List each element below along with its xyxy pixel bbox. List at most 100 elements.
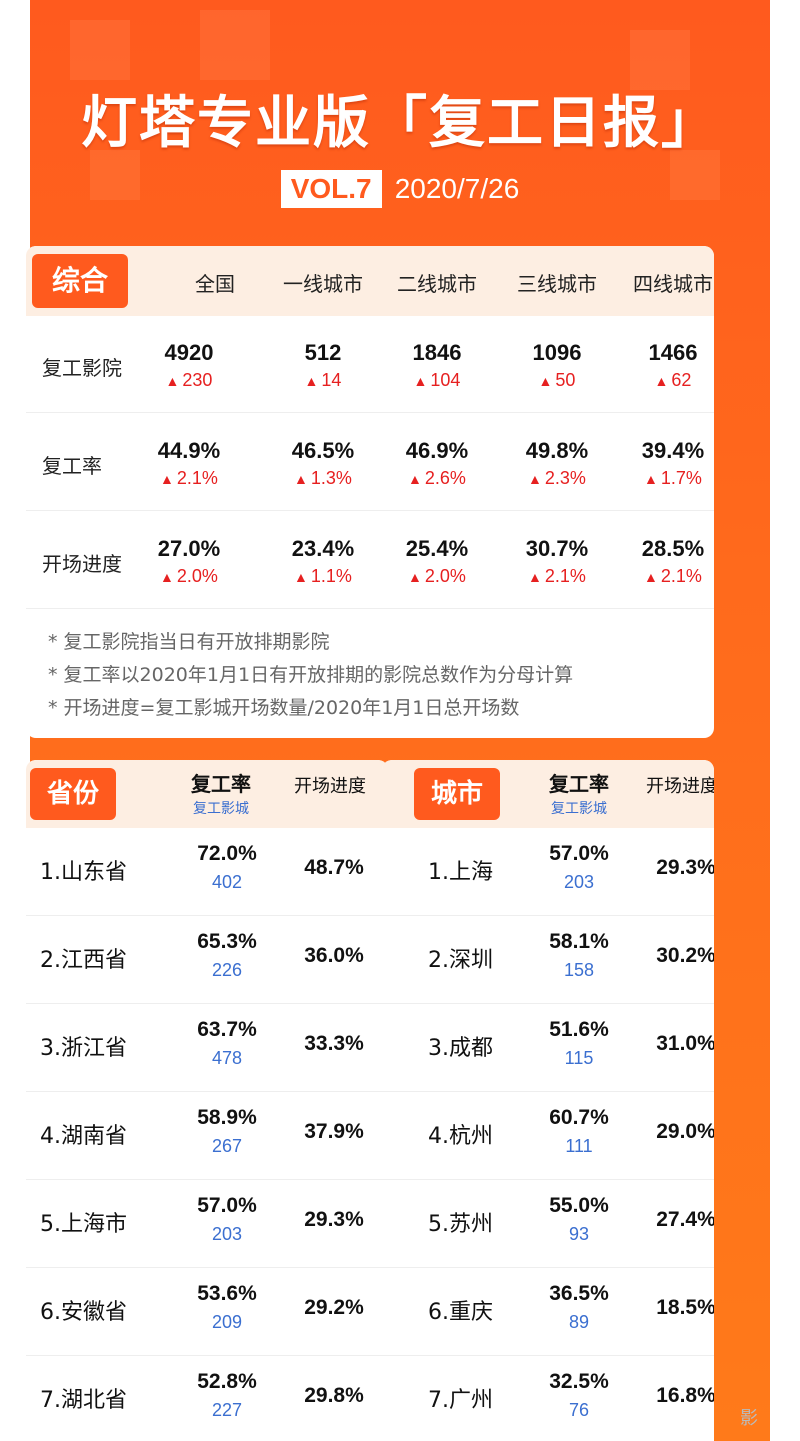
summary-cell: 1096 ▲ 50 — [502, 340, 612, 391]
up-arrow-icon: ▲ — [160, 471, 174, 487]
up-arrow-icon: ▲ — [413, 373, 428, 389]
rank-name: 2.深圳 — [428, 948, 493, 973]
table-row: 3.成都 51.6% 115 31.0% — [382, 1004, 714, 1092]
rank-rate: 63.7% — [197, 1018, 257, 1041]
rank-name: 5.苏州 — [428, 1212, 493, 1237]
rank-count: 209 — [211, 1312, 243, 1332]
rank-count: 203 — [211, 1224, 243, 1244]
table-row: 4.湖南省 58.9% 267 37.9% — [26, 1092, 388, 1180]
rank-rate: 57.0% — [549, 842, 609, 865]
rank-count: 158 — [563, 960, 595, 980]
decor-square — [630, 30, 690, 90]
rank-progress: 29.3% — [304, 1208, 364, 1231]
rate-head: 复工率 — [191, 772, 251, 796]
summary-cell: 1466 ▲ 62 — [618, 340, 714, 391]
rank-name: 6.安徽省 — [40, 1300, 127, 1325]
table-row: 7.湖北省 52.8% 227 29.8% — [26, 1356, 388, 1441]
summary-cell: 27.0% ▲ 2.0% — [134, 536, 244, 587]
rank-count: 93 — [568, 1224, 590, 1244]
table-row: 1.山东省 72.0% 402 48.7% — [26, 828, 388, 916]
vol-badge: VOL.7 — [280, 170, 382, 208]
rank-count: 226 — [211, 960, 243, 980]
up-arrow-icon: ▲ — [528, 569, 542, 585]
rank-name: 4.湖南省 — [40, 1124, 127, 1149]
summary-cell: 4920 ▲ 230 — [134, 340, 244, 391]
report-title: 灯塔专业版「复工日报」 — [81, 91, 719, 156]
rank-name: 7.湖北省 — [40, 1388, 127, 1413]
summary-cell: 30.7% ▲ 2.1% — [502, 536, 612, 587]
table-row: 7.广州 32.5% 76 16.8% — [382, 1356, 714, 1441]
rank-progress: 33.3% — [304, 1032, 364, 1055]
rank-rate: 58.9% — [197, 1106, 257, 1129]
summary-tag: 综合 — [32, 254, 128, 308]
rank-name: 1.山东省 — [40, 860, 127, 885]
rank-rate: 51.6% — [549, 1018, 609, 1041]
cell-delta: ▲ 2.0% — [408, 566, 466, 586]
summary-cell: 28.5% ▲ 2.1% — [618, 536, 714, 587]
rank-count: 115 — [564, 1048, 594, 1068]
cell-delta: ▲ 2.6% — [408, 468, 466, 488]
decor-square — [200, 10, 270, 80]
summary-cell: 46.9% ▲ 2.6% — [382, 438, 492, 489]
cell-delta: ▲ 14 — [304, 370, 342, 390]
row-divider — [26, 510, 714, 511]
cell-value: 23.4% — [291, 536, 355, 561]
cell-delta: ▲ 2.1% — [160, 468, 218, 488]
province-card: 省份 复工率 复工影城 开场进度 1.山东省 72.0% 402 48.7% 2… — [26, 760, 388, 1441]
rank-progress: 29.8% — [304, 1384, 364, 1407]
rank-rate: 53.6% — [197, 1282, 257, 1305]
cell-value: 49.8% — [525, 438, 589, 463]
up-arrow-icon: ▲ — [644, 471, 658, 487]
rank-rate: 36.5% — [549, 1282, 609, 1305]
cell-value: 44.9% — [157, 438, 221, 463]
row-label-cinemas: 复工影院 — [42, 356, 122, 380]
column-head-national: 全国 — [195, 272, 235, 296]
rank-progress: 31.0% — [656, 1032, 714, 1055]
cell-value: 46.5% — [291, 438, 355, 463]
summary-cell: 25.4% ▲ 2.0% — [382, 536, 492, 587]
rank-rate: 72.0% — [197, 842, 257, 865]
table-row: 5.上海市 57.0% 203 29.3% — [26, 1180, 388, 1268]
rate-subhead: 复工影城 — [193, 801, 249, 817]
rank-progress: 27.4% — [656, 1208, 714, 1231]
rank-count: 267 — [211, 1136, 243, 1156]
rank-count: 227 — [211, 1400, 243, 1420]
row-label-rate: 复工率 — [42, 454, 102, 478]
cell-value: 27.0% — [157, 536, 221, 561]
rank-rate: 32.5% — [549, 1370, 609, 1393]
rank-name: 3.成都 — [428, 1036, 493, 1061]
table-row: 6.安徽省 53.6% 209 29.2% — [26, 1268, 388, 1356]
rate-subhead: 复工影城 — [551, 801, 607, 817]
rank-count: 478 — [211, 1048, 243, 1068]
up-arrow-icon: ▲ — [160, 569, 174, 585]
summary-cell: 1846 ▲ 104 — [382, 340, 492, 391]
row-divider — [26, 608, 714, 609]
column-head-tier1: 一线城市 — [283, 272, 363, 296]
up-arrow-icon: ▲ — [654, 373, 669, 389]
decor-square — [70, 20, 130, 80]
rank-progress: 18.5% — [656, 1296, 714, 1319]
footnote: * 复工率以2020年1月1日有开放排期的影院总数作为分母计算 — [48, 664, 574, 686]
table-row: 3.浙江省 63.7% 478 33.3% — [26, 1004, 388, 1092]
footnote: * 开场进度=复工影城开场数量/2020年1月1日总开场数 — [48, 697, 520, 719]
rank-rate: 58.1% — [549, 930, 609, 953]
cell-value: 25.4% — [405, 536, 469, 561]
decor-square — [90, 150, 140, 200]
rank-name: 3.浙江省 — [40, 1036, 127, 1061]
decor-square — [670, 150, 720, 200]
rank-count: 76 — [568, 1400, 590, 1420]
up-arrow-icon: ▲ — [644, 569, 658, 585]
summary-cell: 39.4% ▲ 1.7% — [618, 438, 714, 489]
rank-rate: 52.8% — [197, 1370, 257, 1393]
footnotes: * 复工影院指当日有开放排期影院 * 复工率以2020年1月1日有开放排期的影院… — [48, 626, 698, 725]
summary-cell: 44.9% ▲ 2.1% — [134, 438, 244, 489]
table-row: 2.深圳 58.1% 158 30.2% — [382, 916, 714, 1004]
table-row: 4.杭州 60.7% 111 29.0% — [382, 1092, 714, 1180]
cell-delta: ▲ 1.7% — [644, 468, 702, 488]
progress-head: 开场进度 — [646, 776, 714, 797]
column-head-tier2: 二线城市 — [397, 272, 477, 296]
cell-delta: ▲ 2.3% — [528, 468, 586, 488]
rank-name: 2.江西省 — [40, 948, 127, 973]
rank-progress: 29.2% — [304, 1296, 364, 1319]
table-row: 1.上海 57.0% 203 29.3% — [382, 828, 714, 916]
